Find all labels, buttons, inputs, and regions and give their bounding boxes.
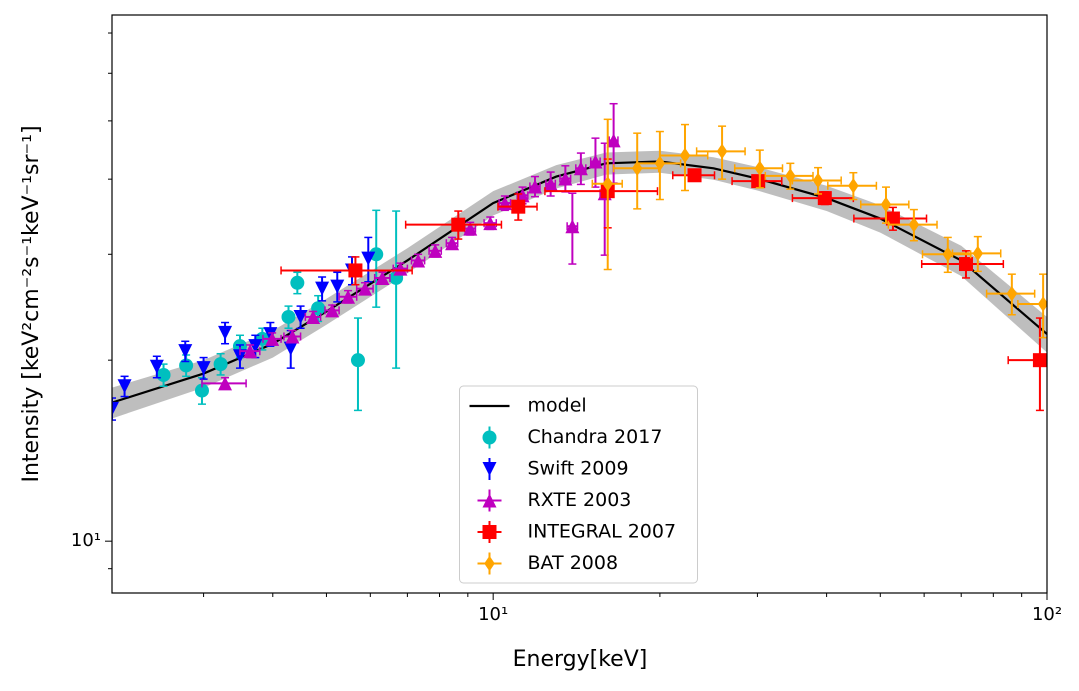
marker <box>482 430 497 445</box>
marker <box>885 211 900 226</box>
marker <box>411 253 426 268</box>
marker <box>451 217 466 232</box>
legend-label: BAT 2008 <box>528 552 619 574</box>
y-tick-label: 10¹ <box>71 530 101 551</box>
marker <box>361 251 376 266</box>
marker <box>482 462 497 476</box>
marker <box>880 196 892 213</box>
marker <box>482 525 497 539</box>
marker <box>565 219 580 234</box>
marker <box>606 133 621 148</box>
marker <box>558 171 573 186</box>
marker <box>285 329 300 344</box>
marker <box>484 555 495 572</box>
marker <box>482 493 497 508</box>
marker <box>218 376 233 391</box>
x-tick-label: 10¹ <box>478 604 508 625</box>
marker <box>315 281 330 296</box>
marker <box>445 236 460 251</box>
marker <box>631 160 643 176</box>
plot-area <box>112 102 1047 421</box>
marker <box>243 344 258 359</box>
marker <box>958 257 973 272</box>
marker <box>1006 285 1018 302</box>
marker <box>687 168 702 183</box>
legend-box <box>459 385 698 584</box>
marker <box>483 216 498 231</box>
x-axis-label: Energy[keV] <box>513 647 648 672</box>
marker <box>218 325 233 340</box>
ticks: 10¹ 10² 10¹ <box>71 32 1062 625</box>
marker <box>149 359 164 374</box>
marker <box>1032 353 1047 368</box>
marker <box>812 172 824 189</box>
marker <box>283 341 298 356</box>
marker <box>942 246 954 262</box>
marker <box>716 143 728 160</box>
marker <box>117 379 132 394</box>
marker <box>293 309 308 324</box>
marker <box>543 176 558 191</box>
marker <box>428 243 443 258</box>
marker <box>1037 296 1047 312</box>
marker <box>358 281 373 296</box>
marker <box>751 174 766 189</box>
marker <box>112 401 119 416</box>
marker <box>348 263 363 278</box>
legend: model Chandra 2017 Swift 2009 RXTE 2003 INTE… <box>459 385 698 584</box>
marker <box>573 161 588 176</box>
marker <box>265 331 280 346</box>
y-axis-label: Intensity [keV²cm⁻²s⁻¹keV⁻¹sr⁻¹] <box>19 125 44 482</box>
marker <box>178 344 193 359</box>
marker <box>972 245 984 262</box>
marker <box>511 199 526 214</box>
legend-label: INTEGRAL 2007 <box>528 521 677 543</box>
marker <box>281 309 296 324</box>
marker <box>654 155 666 172</box>
marker <box>263 327 278 342</box>
marker <box>754 160 766 176</box>
marker <box>232 349 247 364</box>
marker <box>248 339 263 354</box>
marker <box>375 270 390 285</box>
axes-frame <box>111 14 1048 594</box>
marker <box>528 179 543 194</box>
legend-label: RXTE 2003 <box>528 489 632 511</box>
marker <box>602 176 613 192</box>
legend-label: model <box>528 395 587 417</box>
marker <box>341 289 356 304</box>
marker <box>848 178 859 194</box>
marker <box>350 353 365 368</box>
marker <box>194 383 209 398</box>
marker <box>393 261 408 276</box>
marker <box>213 357 228 372</box>
marker <box>463 221 478 236</box>
marker <box>785 168 796 184</box>
legend-label: Chandra 2017 <box>528 426 663 448</box>
marker <box>369 247 384 262</box>
marker <box>908 216 920 233</box>
legend-label: Swift 2009 <box>528 458 629 480</box>
marker <box>588 154 603 169</box>
marker <box>330 279 345 294</box>
marker <box>306 309 321 324</box>
x-tick-label: 10² <box>1032 604 1062 625</box>
marker <box>196 361 211 376</box>
marker <box>679 147 691 164</box>
marker <box>290 275 305 290</box>
marker <box>325 303 340 318</box>
